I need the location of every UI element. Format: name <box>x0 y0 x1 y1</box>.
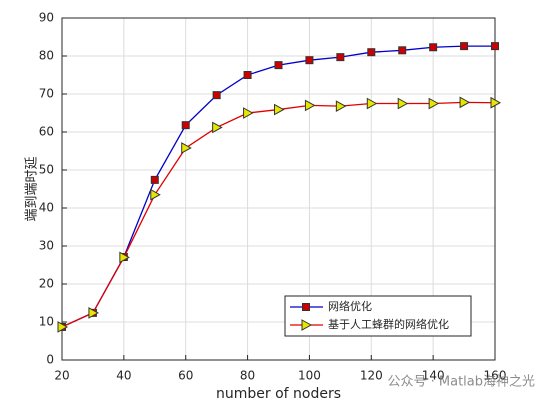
data-point <box>212 121 223 134</box>
data-point <box>274 61 283 70</box>
x-tick-label: 60 <box>178 369 193 383</box>
data-point <box>398 46 407 55</box>
y-tick-label: 20 <box>39 277 54 291</box>
data-point <box>150 175 159 184</box>
data-point <box>212 91 221 100</box>
data-point <box>335 100 347 113</box>
data-point <box>88 307 99 319</box>
legend-marker <box>302 303 310 311</box>
y-tick-label: 70 <box>39 87 54 101</box>
data-point <box>367 48 376 57</box>
x-tick-label: 120 <box>360 369 383 383</box>
data-point <box>490 96 502 109</box>
x-tick-label: 140 <box>422 369 445 383</box>
data-point <box>366 97 378 110</box>
y-tick-label: 10 <box>39 315 54 329</box>
data-point <box>150 188 161 201</box>
y-tick-label: 0 <box>46 353 54 367</box>
y-tick-label: 80 <box>39 49 54 63</box>
data-point <box>336 53 345 62</box>
data-point <box>305 56 314 65</box>
y-tick-label: 30 <box>39 239 54 253</box>
data-point <box>243 107 254 119</box>
data-point <box>181 121 190 130</box>
legend-marker <box>301 319 313 331</box>
data-point <box>119 251 130 264</box>
legend-label: 基于人工蜂群的网络优化 <box>328 317 449 331</box>
data-point <box>429 43 438 52</box>
x-tick-label: 20 <box>54 369 69 383</box>
x-tick-label: 100 <box>298 369 321 383</box>
x-tick-label: 80 <box>240 369 255 383</box>
data-point <box>491 42 499 51</box>
x-axis-label: number of noders <box>216 386 341 402</box>
y-tick-label: 90 <box>39 11 54 25</box>
data-point <box>428 97 440 110</box>
y-axis-label: 端到端时延 <box>25 156 40 221</box>
x-tick-label: 40 <box>116 369 131 383</box>
data-point <box>274 103 285 116</box>
watermark: 公众号 · Matlab海神之光 <box>387 375 535 390</box>
data-point <box>243 71 252 79</box>
data-point <box>460 42 469 51</box>
data-point <box>459 96 471 109</box>
y-tick-label: 50 <box>39 163 54 177</box>
legend-box <box>284 295 472 337</box>
x-tick-label: 160 <box>484 369 507 383</box>
legend-label: 网络优化 <box>328 299 372 313</box>
data-point <box>57 321 69 333</box>
data-point <box>181 142 192 154</box>
y-tick-label: 40 <box>39 201 54 215</box>
plot-frame <box>61 17 496 361</box>
data-point <box>304 99 316 112</box>
data-point <box>397 97 409 110</box>
y-tick-label: 60 <box>39 125 54 139</box>
